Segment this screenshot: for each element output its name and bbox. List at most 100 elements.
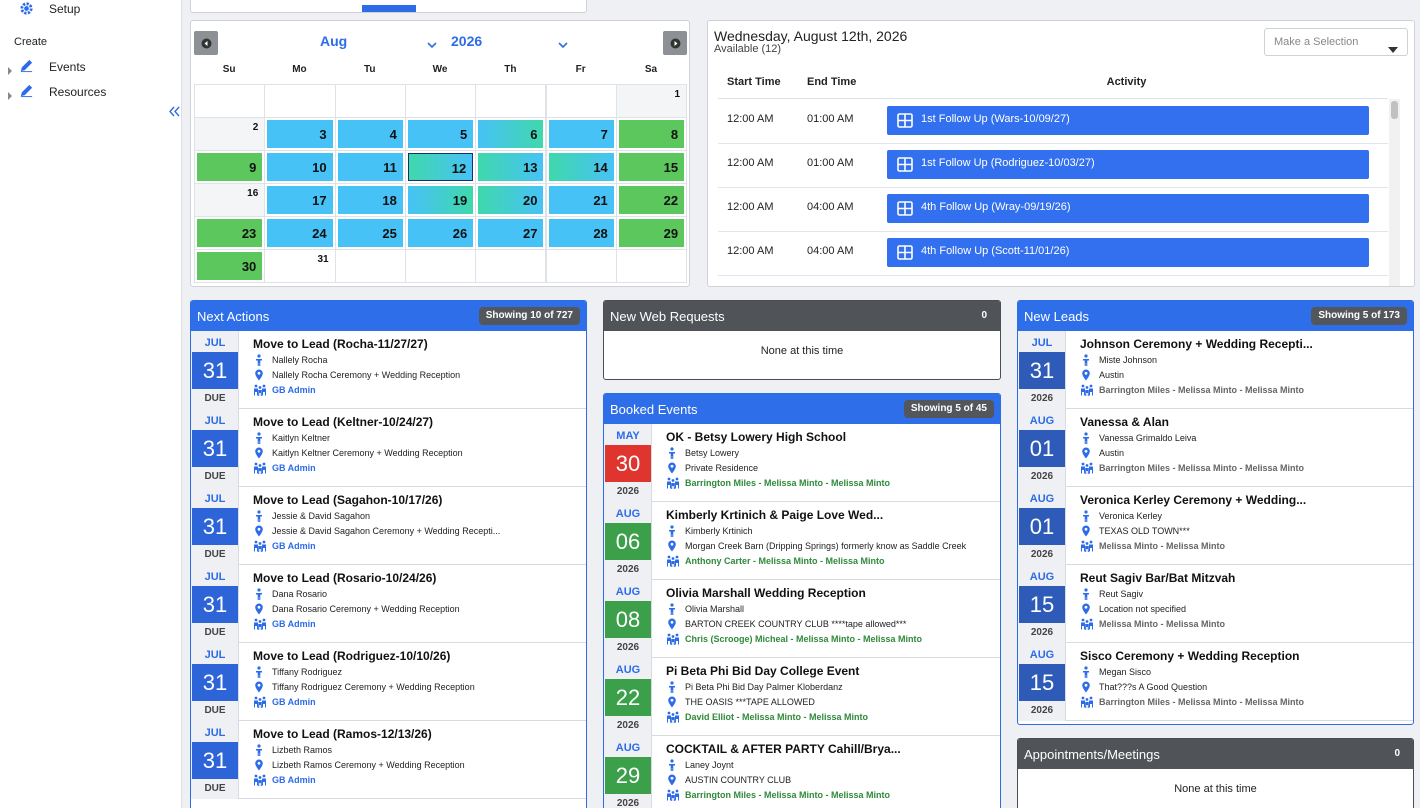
item-person: Vanessa Grimaldo Leiva: [1099, 433, 1197, 443]
column-header: End Time: [807, 76, 857, 88]
day-cell[interactable]: 17: [267, 186, 333, 214]
day-cell[interactable]: 9: [197, 153, 263, 181]
day-cell[interactable]: 10: [267, 153, 333, 181]
day-number: 23: [241, 226, 257, 241]
item-event: Kaitlyn Keltner Ceremony + Wedding Recep…: [272, 448, 463, 458]
date-year: 2026: [1030, 627, 1054, 638]
select-box[interactable]: Make a Selection: [1264, 28, 1408, 56]
list-item[interactable]: AUG 01 2026 Veronica Kerley Ceremony + Wedd…: [1018, 487, 1413, 565]
day-cell[interactable]: 19: [407, 186, 474, 214]
grid-cell: [334, 84, 406, 118]
grid-cell: [545, 84, 617, 118]
day-number: 9: [249, 160, 257, 175]
panel-title: New Leads: [1024, 309, 1090, 324]
panel-header: New Leads Showing 5 of 173: [1018, 301, 1413, 331]
day-cell[interactable]: 5: [407, 120, 474, 148]
list-item[interactable]: AUG 22 2026 Pi Beta Phi Bid Day College Eve…: [604, 658, 1000, 736]
day-cell[interactable]: 18: [337, 186, 403, 214]
activity-text: 4th Follow Up (Scott-11/01/26): [921, 245, 1070, 257]
item-owner: GB Admin: [272, 775, 316, 785]
day-cell[interactable]: 15: [618, 153, 685, 181]
weekday: Fr: [575, 64, 586, 75]
panel-title: Next Actions: [197, 309, 270, 324]
prev-month-button[interactable]: [194, 31, 218, 55]
list-item[interactable]: JUL 31 DUE Move to Lead (Rodriguez-10/10/26…: [191, 643, 586, 721]
grid-cell: [194, 84, 266, 118]
list-item[interactable]: JUL 31 DUE Move to Lead (Keltner-10/24/27) K…: [191, 409, 586, 487]
day-cell[interactable]: 11: [337, 153, 403, 181]
item-person: Reut Sagiv: [1099, 589, 1144, 599]
date-month: AUG: [1029, 415, 1055, 427]
day-cell[interactable]: 27: [478, 219, 544, 247]
list-item[interactable]: JUL 31 DUE Move to Lead (Ramos-12/13/26) Liz…: [191, 721, 586, 799]
item-icon: [253, 743, 265, 761]
item-icon: [1080, 446, 1092, 464]
day-cell[interactable]: 22: [618, 186, 685, 214]
day-cell[interactable]: 24: [267, 219, 333, 247]
nav-item[interactable]: Resources: [49, 85, 107, 99]
day-cell[interactable]: 7: [548, 120, 614, 148]
select-placeholder: Make a Selection: [1274, 36, 1359, 48]
day-cell[interactable]: 31: [265, 250, 335, 282]
item-staff: Barrington Miles - Melissa Minto - Melis…: [1099, 385, 1305, 395]
date-day: 31: [192, 664, 238, 701]
list-item[interactable]: AUG 29 2026 COCKTAIL & AFTER PARTY Cahill/B…: [604, 736, 1000, 808]
day-cell[interactable]: 14: [548, 153, 614, 181]
activity-bar[interactable]: 1st Follow Up (Rodriguez-10/03/27): [887, 150, 1369, 179]
day-cell[interactable]: 25: [337, 219, 403, 247]
list-item[interactable]: MAY 30 2026 OK - Betsy Lowery High School Be…: [604, 424, 1000, 502]
day-cell[interactable]: 26: [407, 219, 474, 247]
list-item[interactable]: JUL 31 DUE Move to Lead (Rocha-11/27/27) Nal…: [191, 331, 586, 409]
day-cell[interactable]: 6: [478, 120, 544, 148]
day-cell[interactable]: 28: [548, 219, 614, 247]
panel-badge: Showing 5 of 45: [903, 400, 994, 418]
activity-bar[interactable]: 4th Follow Up (Wray-09/19/26): [887, 194, 1369, 223]
day-cell[interactable]: 30: [197, 252, 263, 280]
day-cell[interactable]: 1: [616, 85, 687, 117]
day-cell[interactable]: 23: [197, 219, 263, 247]
list-item[interactable]: AUG 08 2026 Olivia Marshall Wedding Recepti…: [604, 580, 1000, 658]
activity-bar[interactable]: 4th Follow Up (Scott-11/01/26): [887, 238, 1369, 267]
day-cell[interactable]: 12: [407, 153, 474, 181]
list-item[interactable]: AUG 15 2026 Sisco Ceremony + Wedding Recept…: [1018, 643, 1413, 721]
day-cell[interactable]: 13: [478, 153, 544, 181]
panel-title: Appointments/Meetings: [1024, 747, 1160, 762]
select-arrow: [1388, 40, 1398, 58]
nav-item[interactable]: Events: [49, 60, 86, 74]
date-year: 2026: [616, 798, 640, 808]
day-cell[interactable]: 4: [337, 120, 403, 148]
day-cell[interactable]: 2: [195, 118, 265, 150]
activity-bar[interactable]: 1st Follow Up (Wars-10/09/27): [887, 106, 1369, 135]
year-select[interactable]: 2026: [451, 33, 483, 49]
list-item[interactable]: AUG 01 2026 Vanessa & Alan Vanessa Grimaldo …: [1018, 409, 1413, 487]
day-cell[interactable]: 29: [618, 219, 685, 247]
day-cell[interactable]: 20: [478, 186, 544, 214]
item-staff: David Elliot - Melissa Minto - Melissa M…: [685, 712, 869, 722]
list-item[interactable]: JUL 31 DUE Move to Lead (Rosario-10/24/26) D…: [191, 565, 586, 643]
list-item[interactable]: AUG 06 2026 Kimberly Krtinich & Paige Love …: [604, 502, 1000, 580]
pencil-icon: [19, 83, 34, 103]
nav-setup[interactable]: Setup: [49, 2, 81, 16]
panel-title: New Web Requests: [610, 309, 725, 324]
list-item[interactable]: AUG 15 2026 Reut Sagiv Bar/Bat Mitzvah Reut …: [1018, 565, 1413, 643]
day-number: 21: [593, 193, 608, 208]
item-icon: [1080, 368, 1092, 386]
day-number: 6: [530, 127, 538, 142]
day-cell[interactable]: 21: [548, 186, 614, 214]
list-item[interactable]: JUL 31 DUE Move to Lead (Sagahon-10/17/26) J…: [191, 487, 586, 565]
day-cell[interactable]: 8: [618, 120, 685, 148]
list-item[interactable]: JUL 31 2026 Johnson Ceremony + Wedding Rece…: [1018, 331, 1413, 409]
collapse-button[interactable]: [169, 104, 180, 122]
month-select[interactable]: Aug: [320, 33, 348, 49]
next-month-button[interactable]: [663, 31, 687, 55]
weekday: Tu: [364, 64, 376, 75]
row-rule: [718, 275, 1388, 276]
item-icon: [666, 788, 680, 806]
day-cell[interactable]: 3: [267, 120, 333, 148]
panel-header: Appointments/Meetings 0: [1018, 739, 1413, 769]
item-icon: [253, 587, 265, 605]
appointments-panel: Appointments/Meetings 0 None at this time: [1017, 738, 1414, 808]
day-cell[interactable]: 16: [195, 184, 265, 216]
item-icon: [253, 509, 265, 527]
